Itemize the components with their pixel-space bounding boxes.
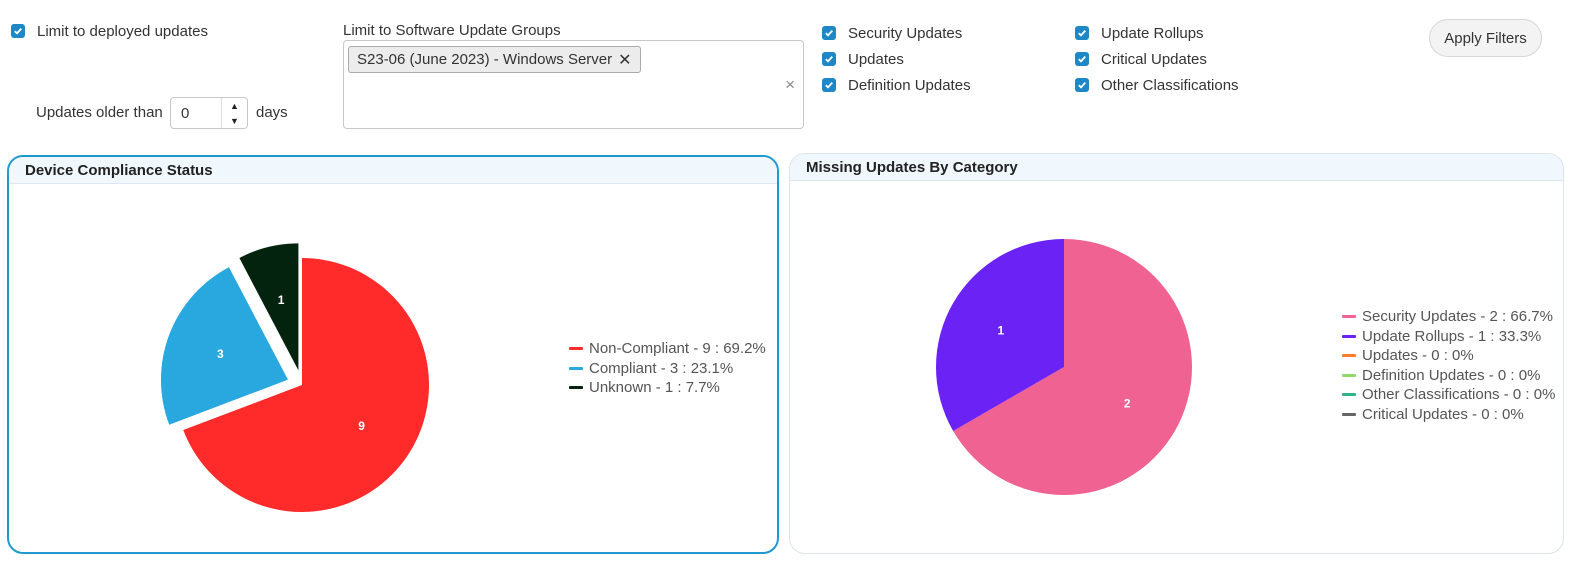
critical-updates-checkbox[interactable] (1075, 52, 1089, 66)
pie-slice-non-compliant[interactable] (183, 258, 429, 512)
missing-updates-legend: Security Updates - 2 : 66.7% Update Rollu… (1342, 307, 1555, 424)
older-than-unit: days (256, 104, 288, 121)
older-than-label: Updates older than (36, 104, 163, 121)
legend-item-definition-updates[interactable]: Definition Updates - 0 : 0% (1342, 366, 1555, 386)
pie-slice-update-rollups[interactable] (936, 239, 1064, 431)
check-icon (1078, 81, 1086, 89)
pie-slice-security-updates[interactable] (953, 239, 1192, 495)
legend-item-unknown[interactable]: Unknown - 1 : 7.7% (569, 378, 766, 398)
increment-arrow-icon[interactable]: ▲ (230, 100, 239, 111)
update-rollups-checkbox[interactable] (1075, 26, 1089, 40)
device-compliance-title: Device Compliance Status (9, 157, 777, 184)
update-groups-label: Limit to Software Update Groups (343, 22, 561, 39)
check-icon (14, 27, 22, 35)
check-icon (825, 29, 833, 37)
definition-updates-checkbox[interactable] (822, 78, 836, 92)
device-compliance-pie-chart: 9 3 1 (160, 243, 429, 512)
other-classifications-label: Other Classifications (1101, 76, 1239, 94)
legend-item-other-classifications[interactable]: Other Classifications - 0 : 0% (1342, 385, 1555, 405)
missing-updates-title: Missing Updates By Category (790, 154, 1563, 181)
legend-item-critical-updates[interactable]: Critical Updates - 0 : 0% (1342, 405, 1555, 425)
updates-checkbox[interactable] (822, 52, 836, 66)
classification-column-2: Update Rollups Critical Updates Other Cl… (1075, 20, 1239, 98)
pie-label-compliant: 3 (217, 347, 224, 361)
legend-item-update-rollups[interactable]: Update Rollups - 1 : 33.3% (1342, 327, 1555, 347)
legend-label: Other Classifications - 0 : 0% (1362, 386, 1556, 404)
apply-filters-button[interactable]: Apply Filters (1429, 19, 1542, 57)
older-than-stepper: ▲ ▼ (170, 97, 248, 129)
decrement-arrow-icon[interactable]: ▼ (230, 115, 239, 126)
legend-swatch (1342, 354, 1356, 358)
updates-label: Updates (848, 50, 904, 68)
legend-swatch (569, 366, 583, 370)
missing-updates-pie-chart: 21 (936, 239, 1192, 495)
device-compliance-panel: Device Compliance Status 9 3 1 Non-Complia… (7, 155, 779, 554)
legend-swatch (1342, 315, 1356, 319)
security-updates-checkbox[interactable] (822, 26, 836, 40)
legend-label: Security Updates - 2 : 66.7% (1362, 308, 1553, 326)
legend-swatch (569, 386, 583, 390)
pie-label-non-compliant: 9 (358, 419, 365, 433)
legend-swatch (569, 347, 583, 351)
legend-label: Updates - 0 : 0% (1362, 347, 1474, 365)
definition-updates-label: Definition Updates (848, 76, 971, 94)
classification-column-1: Security Updates Updates Definition Upda… (822, 20, 971, 98)
clear-selection-icon[interactable]: × (785, 75, 795, 94)
pie-slice-compliant[interactable] (160, 267, 288, 425)
pie-label-update-rollups: 1 (997, 324, 1004, 338)
check-icon (1078, 55, 1086, 63)
legend-swatch (1342, 373, 1356, 377)
selected-group-label: S23-06 (June 2023) - Windows Server (357, 51, 613, 68)
legend-label: Critical Updates - 0 : 0% (1362, 405, 1524, 423)
legend-label: Update Rollups - 1 : 33.3% (1362, 327, 1542, 345)
security-updates-label: Security Updates (848, 24, 963, 42)
check-icon (825, 81, 833, 89)
legend-label: Unknown - 1 : 7.7% (589, 379, 720, 397)
legend-label: Definition Updates - 0 : 0% (1362, 366, 1541, 384)
legend-label: Non-Compliant - 9 : 69.2% (589, 340, 766, 358)
limit-deployed-label: Limit to deployed updates (37, 22, 208, 40)
limit-deployed-filter: Limit to deployed updates (11, 18, 208, 44)
legend-item-updates[interactable]: Updates - 0 : 0% (1342, 346, 1555, 366)
pie-label-security-updates: 2 (1124, 396, 1131, 410)
update-rollups-label: Update Rollups (1101, 24, 1204, 42)
legend-swatch (1342, 334, 1356, 338)
critical-updates-label: Critical Updates (1101, 50, 1207, 68)
device-compliance-legend: Non-Compliant - 9 : 69.2% Compliant - 3 :… (569, 339, 766, 398)
remove-tag-icon[interactable]: ✕ (618, 51, 632, 69)
limit-deployed-checkbox[interactable] (11, 24, 25, 38)
legend-item-security-updates[interactable]: Security Updates - 2 : 66.7% (1342, 307, 1555, 327)
other-classifications-checkbox[interactable] (1075, 78, 1089, 92)
pie-label-unknown: 1 (278, 293, 285, 307)
legend-swatch (1342, 393, 1356, 397)
check-icon (1078, 29, 1086, 37)
legend-label: Compliant - 3 : 23.1% (589, 359, 734, 377)
check-icon (825, 55, 833, 63)
selected-group-tag: S23-06 (June 2023) - Windows Server ✕ (348, 46, 641, 73)
legend-swatch (1342, 412, 1356, 416)
legend-item-compliant[interactable]: Compliant - 3 : 23.1% (569, 359, 766, 379)
pie-slice-unknown[interactable] (239, 243, 299, 371)
legend-item-non-compliant[interactable]: Non-Compliant - 9 : 69.2% (569, 339, 766, 359)
older-than-input[interactable] (171, 98, 221, 128)
update-groups-select[interactable]: S23-06 (June 2023) - Windows Server ✕ × (343, 40, 804, 129)
